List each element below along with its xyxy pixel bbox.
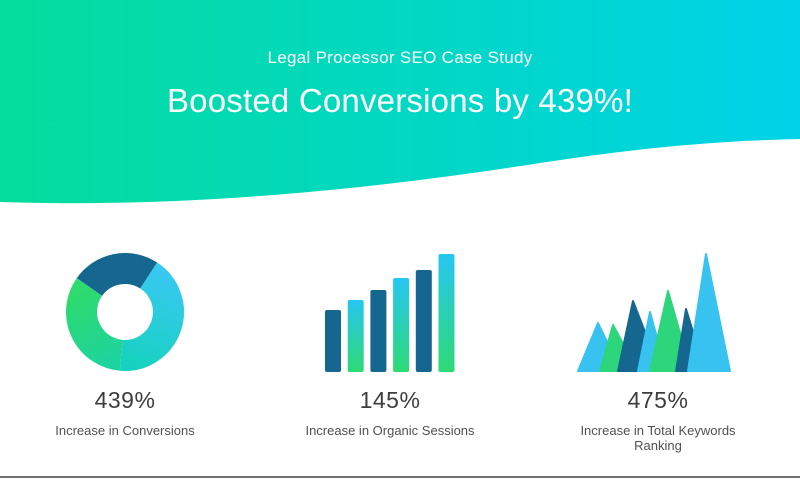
peaks-chart <box>577 253 731 372</box>
navy-arc <box>76 253 158 297</box>
stat-value: 439% <box>94 387 156 413</box>
case-study-subtitle: Legal Processor SEO Case Study <box>267 48 533 67</box>
peak-7 <box>687 253 731 372</box>
stat-keywords-ranking: 475% Increase in Total Keywords Ranking <box>558 250 758 453</box>
stat-label: Increase in Organic Sessions <box>305 423 475 438</box>
bar-6 <box>438 254 455 372</box>
header-banner: Legal Processor SEO Case Study Boosted C… <box>0 0 800 212</box>
bar-5 <box>415 270 432 372</box>
stat-value: 145% <box>359 387 421 413</box>
stats-row: 439% Increase in Conversions 145% Increa… <box>0 250 800 475</box>
headline: Boosted Conversions by 439%! <box>166 82 634 119</box>
stat-label: Increase in Conversions <box>55 423 195 438</box>
stat-organic-sessions: 145% Increase in Organic Sessions <box>290 250 490 438</box>
bottom-rule <box>0 476 800 478</box>
cyan-arc <box>119 262 184 371</box>
stat-conversions: 439% Increase in Conversions <box>25 250 225 438</box>
bar-chart-box <box>290 250 490 372</box>
bar-chart <box>325 254 455 372</box>
donut-chart <box>66 253 184 371</box>
green-arc <box>66 278 124 371</box>
stat-value: 475% <box>627 387 689 413</box>
bar-3 <box>370 290 387 372</box>
header-wave <box>0 0 800 204</box>
bar-2 <box>347 300 364 372</box>
bar-4 <box>393 278 410 372</box>
stat-label: Increase in Total Keywords Ranking <box>580 423 736 453</box>
bar-1 <box>325 310 341 372</box>
donut-chart-box <box>25 250 225 372</box>
header-wave-shape <box>0 0 800 204</box>
peaks-chart-box <box>558 250 758 372</box>
